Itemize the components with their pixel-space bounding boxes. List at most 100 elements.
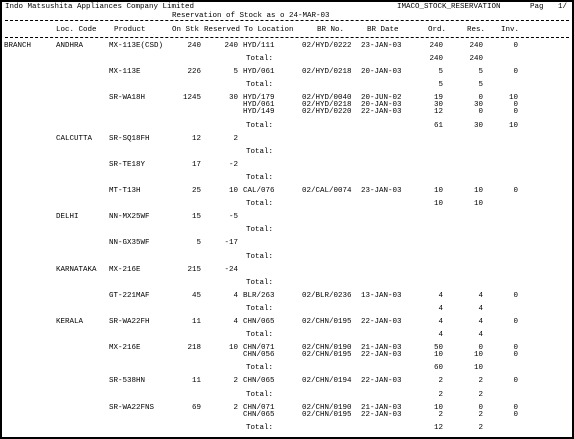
total-inv: 10: [508, 121, 518, 130]
location: KERALA: [56, 318, 84, 326]
br-no: 02/HYD/0220: [302, 108, 352, 117]
to-location: HYD/061: [243, 101, 275, 110]
separator: [5, 37, 569, 38]
total-label: Total:: [246, 331, 274, 340]
reserved: 4: [233, 291, 238, 300]
ord: 50: [433, 344, 443, 353]
reserved: 240: [224, 42, 238, 50]
br-no: 02/HYD/0040: [302, 94, 352, 103]
total-ord: 12: [433, 423, 443, 432]
product: MX-113E: [109, 68, 141, 77]
column-header: Product: [114, 26, 146, 34]
br-date: 22-JAN-03: [361, 351, 402, 360]
product: SR-538HN: [109, 377, 146, 386]
reserved: 2: [233, 377, 238, 386]
res: 240: [469, 42, 483, 50]
product: MX-216E: [109, 344, 141, 353]
location: KARNATAKA: [56, 265, 97, 274]
reserved: 2: [233, 134, 238, 143]
ord: 5: [438, 68, 443, 77]
total-ord: 10: [433, 200, 443, 209]
inv: 0: [513, 187, 518, 195]
column-header: Reserved: [204, 26, 241, 34]
reserved: -24: [224, 265, 238, 274]
reserved: -5: [228, 213, 238, 222]
res: 0: [478, 403, 483, 412]
total-res: 10: [473, 200, 483, 209]
location: ANDHRA: [56, 42, 84, 50]
res: 2: [478, 410, 483, 419]
br-no: 02/HYD/0222: [302, 42, 352, 50]
column-header: Res.: [467, 26, 486, 34]
ord: 2: [438, 377, 443, 386]
location: CALCUTTA: [56, 134, 93, 143]
ord: 10: [433, 187, 443, 195]
reserved: 10: [228, 187, 238, 195]
br-no: 02/CHN/0190: [302, 403, 352, 412]
inv: 0: [513, 68, 518, 77]
br-date: 20-JUN-02: [361, 94, 402, 103]
on-stock: 12: [191, 134, 201, 143]
product: MX-113E(CSD): [109, 42, 164, 50]
total-label: Total:: [246, 55, 274, 64]
column-header: Loc. Code: [56, 26, 97, 34]
on-stock: 1245: [182, 94, 201, 103]
reserved: -17: [224, 239, 238, 248]
on-stock: 5: [196, 239, 201, 248]
br-no: 02/HYD/0218: [302, 101, 352, 110]
to-location: HYD/179: [243, 94, 275, 103]
res: 0: [478, 94, 483, 103]
to-location: CHN/065: [243, 318, 275, 326]
column-header: BR Date: [367, 26, 399, 34]
total-ord: 4: [438, 331, 443, 340]
reserved: -2: [228, 160, 238, 169]
inv: 0: [513, 101, 518, 110]
total-res: 2: [478, 423, 483, 432]
total-ord: 2: [438, 390, 443, 399]
column-header: To Location: [244, 26, 294, 34]
total-label: Total:: [246, 226, 274, 235]
total-ord: 61: [433, 121, 443, 130]
to-location: HYD/149: [243, 108, 275, 117]
ord: 30: [433, 101, 443, 110]
total-ord: 4: [438, 304, 443, 313]
reserved: 2: [233, 403, 238, 412]
inv: 0: [513, 108, 518, 117]
ord: 19: [433, 94, 443, 103]
inv: 0: [513, 318, 518, 326]
location: DELHI: [56, 213, 79, 222]
inv: 0: [513, 42, 518, 50]
total-label: Total:: [246, 200, 274, 209]
br-date: 13-JAN-03: [361, 291, 402, 300]
res: 2: [478, 377, 483, 386]
ord: 12: [433, 108, 443, 117]
br-no: 02/CHN/0195: [302, 318, 352, 326]
on-stock: 11: [191, 318, 201, 326]
column-header: On Stk: [172, 26, 200, 34]
br-no: 02/CAL/0074: [302, 187, 352, 195]
br-date: 22-JAN-03: [361, 410, 402, 419]
res: 0: [478, 108, 483, 117]
total-res: 2: [478, 390, 483, 399]
inv: 0: [513, 291, 518, 300]
page-number: 1/: [558, 3, 568, 11]
product: NN-MX25WF: [109, 213, 150, 222]
br-date: 23-JAN-03: [361, 42, 402, 50]
br-no: 02/CHN/0194: [302, 377, 352, 386]
on-stock: 45: [191, 291, 201, 300]
total-ord: 60: [433, 364, 443, 373]
br-date: 21-JAN-03: [361, 344, 402, 353]
total-label: Total:: [246, 81, 274, 90]
br-date: 23-JAN-03: [361, 187, 402, 195]
branch: BRANCH: [4, 42, 32, 50]
inv: 0: [513, 377, 518, 386]
br-date: 22-JAN-03: [361, 377, 402, 386]
on-stock: 226: [187, 68, 201, 77]
total-ord: 5: [438, 81, 443, 90]
total-label: Total:: [246, 121, 274, 130]
on-stock: 215: [187, 265, 201, 274]
br-no: 02/BLR/0236: [302, 291, 352, 300]
total-res: 30: [473, 121, 483, 130]
product: SR-WA18H: [109, 94, 146, 103]
res: 4: [478, 318, 483, 326]
